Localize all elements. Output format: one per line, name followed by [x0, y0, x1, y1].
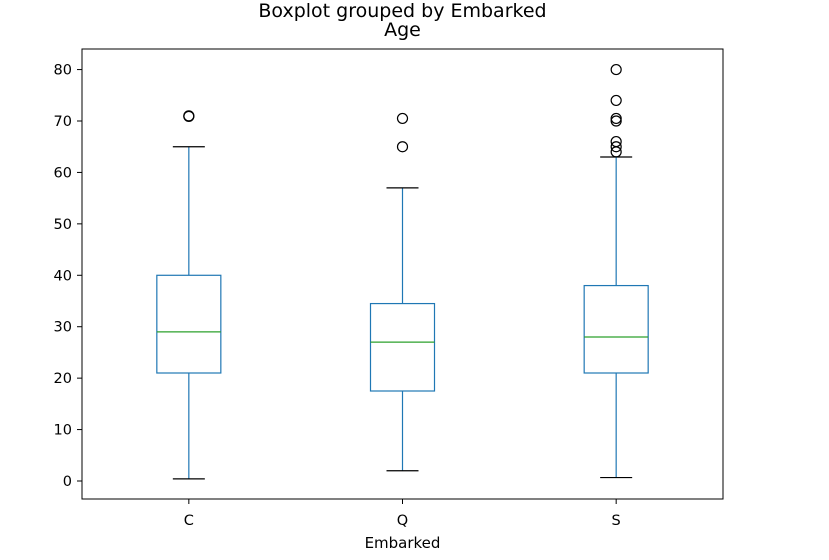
x-tick-label: S [612, 513, 621, 529]
y-tick-label: 10 [54, 423, 72, 439]
box-S [583, 284, 649, 374]
y-tick-label: 40 [54, 268, 72, 284]
box-Q [369, 302, 436, 392]
x-axis-label: Embarked [364, 534, 441, 552]
outlier-point [396, 112, 409, 125]
outlier-point [610, 94, 622, 107]
y-tick-label: 70 [54, 114, 72, 130]
outlier-point [610, 141, 622, 153]
y-tick-label: 50 [54, 217, 72, 233]
chart-suptitle: Boxplot grouped by Embarked [258, 0, 547, 22]
chart-title: Age [384, 19, 421, 41]
outlier-point [183, 110, 195, 122]
y-tick-label: 30 [54, 320, 72, 336]
outlier-point [610, 112, 622, 125]
y-tick-label: 80 [54, 63, 72, 79]
y-tick-label: 0 [63, 474, 72, 490]
outlier-point [610, 115, 622, 127]
y-tick-label: 20 [54, 371, 72, 387]
y-tick-label: 60 [54, 165, 72, 181]
x-tick-label: C [184, 513, 194, 529]
outlier-point [610, 135, 622, 148]
outlier-point [610, 63, 622, 76]
box-C [156, 274, 222, 374]
outlier-point [396, 141, 409, 153]
x-tick-label: Q [397, 513, 408, 529]
